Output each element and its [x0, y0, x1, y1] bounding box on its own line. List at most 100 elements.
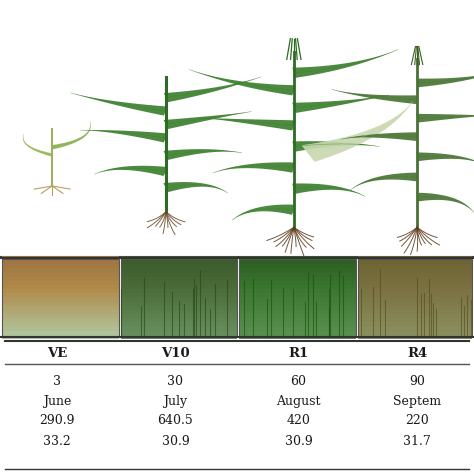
- Polygon shape: [292, 95, 389, 113]
- Bar: [121, 321, 237, 327]
- Polygon shape: [81, 130, 168, 143]
- Bar: [121, 276, 237, 281]
- Bar: [121, 313, 237, 318]
- Bar: [239, 264, 356, 268]
- Bar: [2, 313, 118, 318]
- Text: 90: 90: [409, 375, 425, 388]
- Bar: [121, 292, 237, 298]
- Bar: [358, 288, 472, 293]
- Bar: [2, 318, 118, 322]
- Polygon shape: [71, 93, 168, 116]
- Polygon shape: [301, 102, 412, 162]
- Bar: [121, 255, 237, 260]
- Polygon shape: [416, 114, 474, 123]
- Bar: [121, 301, 237, 306]
- Bar: [239, 276, 356, 281]
- Bar: [2, 280, 118, 285]
- Bar: [2, 284, 118, 289]
- Polygon shape: [417, 153, 474, 164]
- Text: V10: V10: [161, 347, 190, 360]
- Polygon shape: [292, 141, 379, 152]
- Bar: [2, 276, 118, 281]
- Bar: [121, 297, 237, 301]
- Bar: [121, 305, 237, 310]
- Text: August: August: [276, 395, 321, 408]
- Polygon shape: [164, 182, 228, 193]
- Text: July: July: [164, 395, 187, 408]
- Bar: [121, 318, 237, 322]
- Polygon shape: [341, 132, 418, 141]
- Bar: [358, 326, 472, 331]
- Bar: [239, 334, 356, 339]
- Bar: [121, 267, 237, 273]
- Text: 420: 420: [287, 414, 310, 427]
- Bar: [239, 267, 356, 273]
- Bar: [239, 259, 356, 264]
- Bar: [239, 321, 356, 327]
- Bar: [358, 313, 472, 318]
- Bar: [121, 272, 237, 277]
- Bar: [358, 330, 472, 335]
- Bar: [358, 321, 472, 327]
- Text: Septem: Septem: [393, 395, 441, 408]
- Polygon shape: [95, 166, 168, 176]
- Text: 640.5: 640.5: [157, 414, 193, 427]
- Polygon shape: [416, 70, 474, 87]
- Bar: [358, 318, 472, 322]
- Polygon shape: [164, 111, 251, 129]
- Polygon shape: [190, 70, 295, 95]
- Bar: [239, 259, 356, 337]
- Bar: [239, 284, 356, 289]
- Text: 3: 3: [53, 375, 61, 388]
- Polygon shape: [23, 134, 53, 156]
- Bar: [2, 334, 118, 339]
- Bar: [358, 309, 472, 314]
- Bar: [2, 267, 118, 273]
- Bar: [2, 301, 118, 306]
- Bar: [239, 313, 356, 318]
- Bar: [2, 309, 118, 314]
- Polygon shape: [51, 121, 91, 149]
- Bar: [358, 297, 472, 301]
- Bar: [121, 288, 237, 293]
- Polygon shape: [164, 77, 261, 102]
- Text: 33.2: 33.2: [43, 435, 71, 447]
- Bar: [121, 309, 237, 314]
- Bar: [358, 305, 472, 310]
- Text: 220: 220: [405, 414, 429, 427]
- Bar: [2, 297, 118, 301]
- Polygon shape: [232, 205, 296, 220]
- Bar: [121, 259, 237, 264]
- Bar: [121, 284, 237, 289]
- Bar: [239, 297, 356, 301]
- Bar: [2, 292, 118, 298]
- Text: VE: VE: [47, 347, 67, 360]
- Bar: [358, 292, 472, 298]
- Text: June: June: [43, 395, 71, 408]
- Polygon shape: [332, 90, 418, 104]
- Bar: [358, 280, 472, 285]
- Bar: [121, 326, 237, 331]
- Bar: [358, 264, 472, 268]
- Bar: [239, 330, 356, 335]
- Polygon shape: [292, 183, 365, 196]
- Polygon shape: [164, 149, 242, 160]
- Bar: [239, 326, 356, 331]
- Bar: [2, 305, 118, 310]
- Bar: [239, 255, 356, 260]
- Polygon shape: [292, 49, 398, 78]
- Bar: [2, 259, 118, 264]
- Text: 290.9: 290.9: [39, 414, 74, 427]
- Polygon shape: [199, 118, 295, 130]
- Bar: [358, 284, 472, 289]
- Bar: [2, 321, 118, 327]
- Bar: [2, 255, 118, 260]
- Polygon shape: [416, 193, 474, 213]
- Bar: [121, 280, 237, 285]
- Bar: [121, 334, 237, 339]
- Bar: [239, 280, 356, 285]
- Polygon shape: [351, 173, 418, 190]
- Bar: [358, 276, 472, 281]
- Bar: [239, 305, 356, 310]
- Bar: [239, 318, 356, 322]
